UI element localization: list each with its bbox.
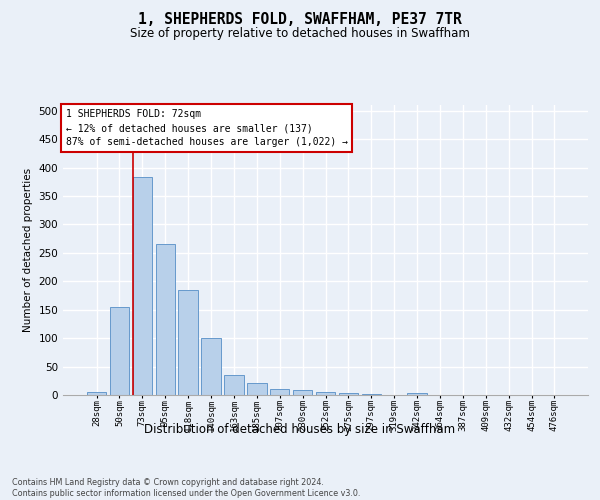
Bar — [155, 244, 175, 395]
Text: 1, SHEPHERDS FOLD, SWAFFHAM, PE37 7TR: 1, SHEPHERDS FOLD, SWAFFHAM, PE37 7TR — [138, 12, 462, 28]
Bar — [178, 290, 198, 395]
Bar — [202, 338, 221, 395]
Bar — [338, 392, 358, 395]
Text: 1 SHEPHERDS FOLD: 72sqm
← 12% of detached houses are smaller (137)
87% of semi-d: 1 SHEPHERDS FOLD: 72sqm ← 12% of detache… — [65, 110, 347, 148]
Bar — [362, 394, 381, 395]
Y-axis label: Number of detached properties: Number of detached properties — [23, 168, 33, 332]
Bar — [316, 392, 335, 395]
Bar — [110, 307, 129, 395]
Bar — [407, 394, 427, 395]
Bar — [247, 383, 266, 395]
Bar — [270, 388, 289, 395]
Bar — [224, 374, 244, 395]
Bar — [87, 392, 106, 395]
Bar — [293, 390, 313, 395]
Text: Distribution of detached houses by size in Swaffham: Distribution of detached houses by size … — [145, 422, 455, 436]
Bar — [133, 177, 152, 395]
Text: Contains HM Land Registry data © Crown copyright and database right 2024.
Contai: Contains HM Land Registry data © Crown c… — [12, 478, 361, 498]
Text: Size of property relative to detached houses in Swaffham: Size of property relative to detached ho… — [130, 28, 470, 40]
